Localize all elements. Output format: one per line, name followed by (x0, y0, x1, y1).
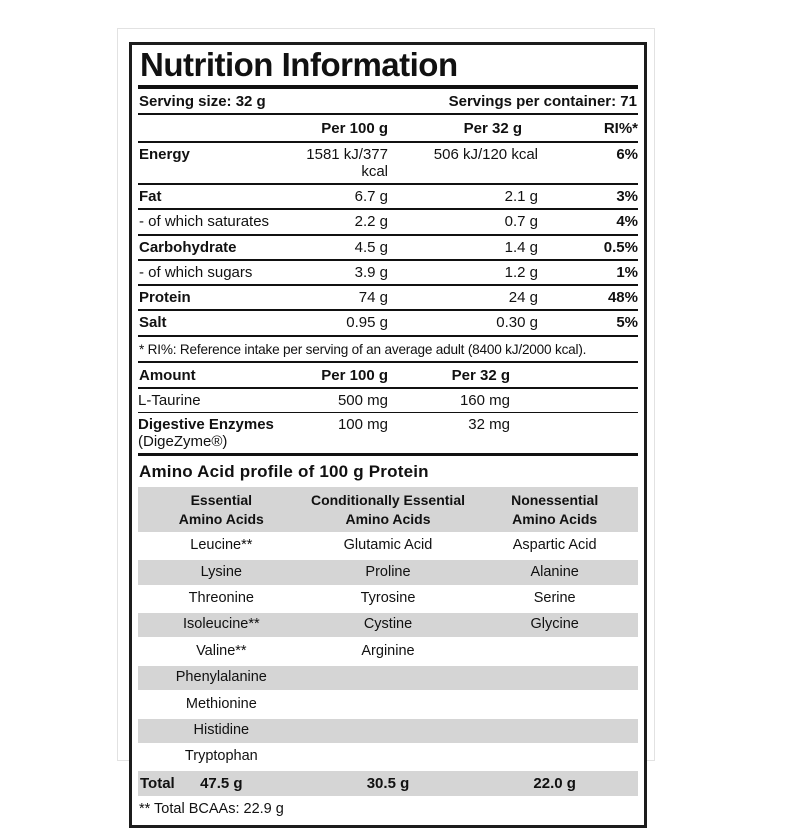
table-row-saturates: - of which saturates 2.2 g 0.7 g 4% (138, 210, 638, 236)
amino-row-lysine: Lysine Proline Alanine (138, 560, 638, 585)
table-row-digestive-enzymes: Digestive Enzymes (DigeZyme®) 100 mg 32 … (138, 415, 510, 451)
label-title: Nutrition Information (138, 45, 638, 89)
header-essential: Essential Amino Acids (178, 492, 264, 527)
table-row-carbohydrate: Carbohydrate 4.5 g 1.4 g 0.5% (138, 236, 638, 261)
amino-row-tryptophan: Tryptophan (184, 748, 258, 765)
table-row-l-taurine: L-Taurine 500 mg 160 mg (138, 389, 638, 413)
header-per-32g: Per 32 g (463, 119, 522, 137)
total-label: Total (140, 775, 175, 793)
total-essential: 47.5 g (200, 775, 243, 793)
header-per-100g: Per 100 g (321, 119, 388, 137)
serving-size: Serving size: 32 g (139, 92, 266, 110)
amino-row-leucine: Leucine** Glutamic Acid Aspartic Acid (190, 537, 597, 554)
amino-row-valine: Valine** Arginine (196, 642, 415, 659)
amino-row-methionine: Methionine (185, 695, 257, 712)
amount-table-header: Amount Per 100 g Per 32 g (138, 363, 638, 389)
table-row-energy: Energy 1581 kJ/377 kcal 506 kJ/120 kcal … (138, 143, 638, 186)
amino-total-row: Total 47.5 g 30.5 g 22.0 g (138, 771, 638, 797)
amino-row-isoleucine: Isoleucine** Cystine Glycine (138, 612, 638, 638)
table-row-protein: Protein 74 g 24 g 48% (138, 286, 638, 312)
nutrition-label: Nutrition Information Serving size: 32 g… (129, 42, 647, 828)
header-conditionally-essential: Conditionally Essential Amino Acids (310, 492, 465, 527)
serving-info-row: Serving size: 32 g Servings per containe… (138, 89, 638, 115)
table-row-sugars: - of which sugars 3.9 g 1.2 g 1% (138, 261, 638, 287)
amino-row-threonine: Threonine Tyrosine Serine (188, 590, 576, 607)
header-ri-percent: RI%* (603, 119, 638, 137)
digestive-enzymes-label: Digestive Enzymes (138, 415, 274, 433)
table-row-fat: Fat 6.7 g 2.1 g 3% (138, 185, 638, 211)
digezyme-sublabel: (DigeZyme®) (138, 433, 228, 451)
servings-per-container: Servings per container: 71 (448, 92, 637, 110)
amount-table: Amount Per 100 g Per 32 g L-Taurine 500 … (138, 363, 638, 457)
header-nonessential: Nonessential Amino Acids (511, 492, 599, 527)
amino-row-histidine: Histidine (138, 718, 638, 743)
ri-footnote: * RI%: Reference intake per serving of a… (138, 337, 638, 363)
table-row-salt: Salt 0.95 g 0.30 g 5% (138, 311, 638, 337)
total-nonessential: 22.0 g (533, 775, 576, 793)
amino-acid-section-title: Amino Acid profile of 100 g Protein (139, 462, 429, 482)
amino-row-phenylalanine: Phenylalanine (138, 665, 638, 691)
total-conditionally-essential: 30.5 g (366, 775, 410, 793)
amino-table-header: Essential Amino Acids Conditionally Esse… (138, 487, 638, 532)
nutrition-table-header: Per 100 g Per 32 g RI%* (138, 115, 638, 143)
bcaa-footnote: ** Total BCAAs: 22.9 g (139, 801, 284, 818)
